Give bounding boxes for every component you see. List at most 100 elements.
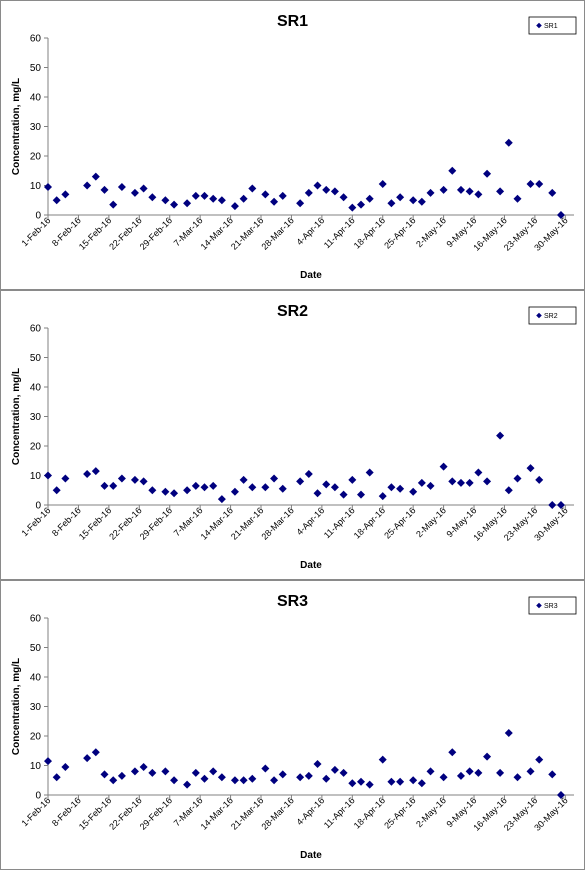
data-point xyxy=(548,770,557,779)
data-point xyxy=(378,755,387,764)
data-point xyxy=(387,199,396,208)
data-point xyxy=(448,477,457,486)
legend-box xyxy=(528,596,577,615)
data-point xyxy=(365,194,374,203)
chart-svg-sr2: SR201020304050601-Feb-168-Feb-1615-Feb-1… xyxy=(11,303,577,571)
legend-label: SR1 xyxy=(544,23,558,30)
data-point xyxy=(535,755,544,764)
data-point xyxy=(52,773,61,782)
data-point xyxy=(296,773,305,782)
chart-title: SR3 xyxy=(277,593,308,610)
x-tick-label: 18-Apr-16 xyxy=(352,795,387,830)
chart-panel-sr3: SR3 0 10 20 30 40 50 60 1-Feb-16 8-Feb-16 15-Feb-1… xyxy=(0,580,585,870)
data-point xyxy=(417,478,426,487)
data-point xyxy=(313,489,322,498)
data-point xyxy=(139,762,148,771)
data-point xyxy=(148,768,157,777)
y-tick-label: 40 xyxy=(30,383,42,394)
data-point xyxy=(183,199,192,208)
data-point xyxy=(270,776,279,785)
data-point xyxy=(448,748,457,757)
legend: SR1 xyxy=(528,16,577,35)
data-point xyxy=(483,169,492,178)
chart-svg-sr3: SR301020304050601-Feb-168-Feb-1615-Feb-1… xyxy=(11,593,577,861)
data-point xyxy=(465,187,474,196)
y-tick-label: 50 xyxy=(30,643,42,654)
data-point xyxy=(348,475,357,484)
data-point xyxy=(91,748,100,757)
data-point xyxy=(496,431,505,440)
data-point xyxy=(278,484,287,493)
data-point xyxy=(322,480,331,489)
data-point xyxy=(465,767,474,776)
data-point xyxy=(170,776,179,785)
data-point xyxy=(474,768,483,777)
legend-label: SR2 xyxy=(544,313,558,320)
y-tick-label: 40 xyxy=(30,673,42,684)
data-point xyxy=(270,474,279,483)
data-point xyxy=(474,468,483,477)
data-point xyxy=(348,779,357,788)
data-point xyxy=(496,768,505,777)
data-point xyxy=(456,185,465,194)
data-point xyxy=(130,188,139,197)
data-point xyxy=(52,196,61,205)
data-point xyxy=(535,475,544,484)
y-tick-label: 60 xyxy=(30,34,42,45)
data-point xyxy=(109,200,118,209)
data-point xyxy=(91,467,100,476)
data-point xyxy=(248,483,257,492)
y-tick-label: 0 xyxy=(35,501,41,512)
x-axis-title: Date xyxy=(300,850,322,861)
data-point xyxy=(356,200,365,209)
chart-title: SR1 xyxy=(277,13,308,30)
data-point xyxy=(183,780,192,789)
data-point xyxy=(365,780,374,789)
data-point xyxy=(296,199,305,208)
data-point xyxy=(513,773,522,782)
data-point xyxy=(61,190,70,199)
chart-panel-sr2: SR2 0 10 20 30 40 50 60 1-Feb-16 8-Feb-16 15-Feb-1… xyxy=(0,290,585,580)
data-point xyxy=(526,767,535,776)
data-point xyxy=(322,774,331,783)
y-tick-label: 30 xyxy=(30,702,42,713)
data-point xyxy=(217,495,226,504)
data-point xyxy=(100,481,109,490)
y-tick-label: 20 xyxy=(30,152,42,163)
data-point xyxy=(139,184,148,193)
data-point xyxy=(183,486,192,495)
data-point xyxy=(330,187,339,196)
data-point xyxy=(548,188,557,197)
data-point xyxy=(209,481,218,490)
y-tick-label: 20 xyxy=(30,732,42,743)
data-point xyxy=(170,489,179,498)
data-point xyxy=(109,481,118,490)
data-point xyxy=(348,203,357,212)
y-tick-label: 60 xyxy=(30,614,42,625)
data-point xyxy=(417,197,426,206)
data-point xyxy=(261,483,270,492)
legend: SR2 xyxy=(528,306,577,325)
data-point xyxy=(117,182,126,191)
y-tick-label: 50 xyxy=(30,353,42,364)
data-point xyxy=(44,182,52,191)
data-point xyxy=(304,771,313,780)
data-point xyxy=(61,474,70,483)
data-point xyxy=(556,211,565,219)
data-point xyxy=(304,188,313,197)
data-point xyxy=(504,729,513,738)
data-point xyxy=(217,196,226,205)
data-point xyxy=(148,486,157,495)
data-point xyxy=(130,767,139,776)
data-point xyxy=(513,474,522,483)
y-tick-label: 50 xyxy=(30,63,42,74)
data-point xyxy=(356,777,365,786)
data-point xyxy=(504,486,513,495)
data-point xyxy=(396,777,405,786)
x-tick-label: 28-Mar-16 xyxy=(259,505,295,541)
data-point xyxy=(409,487,418,496)
legend-marker xyxy=(536,312,542,319)
x-axis-title: Date xyxy=(300,560,322,571)
y-tick-label: 0 xyxy=(35,791,41,802)
data-point xyxy=(191,481,200,490)
